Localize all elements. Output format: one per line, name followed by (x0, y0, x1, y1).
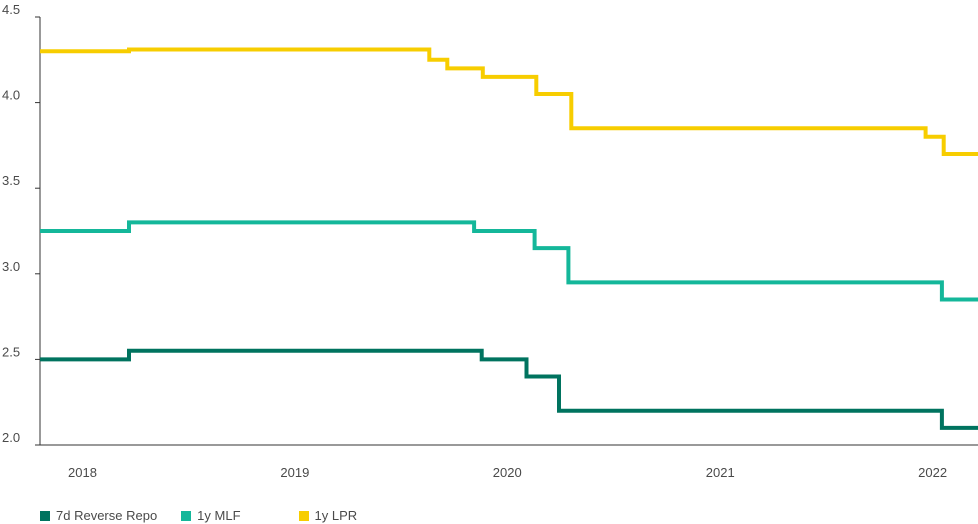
y-tick-label: 2.5 (2, 344, 20, 359)
y-tick-label: 2.0 (2, 430, 20, 445)
legend-swatch-7d-reverse-repo (40, 510, 50, 521)
y-axis: 2.0 2.5 3.0 3.5 4.0 4.5 (2, 2, 41, 446)
legend-item-1y-mlf: 1y MLF (181, 508, 241, 523)
legend-swatch-1y-lpr (298, 510, 309, 521)
x-tick-label: 2020 (493, 465, 522, 480)
legend-label-1y-mlf: 1y MLF (197, 508, 241, 523)
y-tick-label: 4.5 (2, 2, 20, 17)
series-layer (40, 47, 978, 430)
legend: 7d Reverse Repo 1y MLF 1y LPR (40, 508, 381, 523)
x-tick-label: 2021 (706, 465, 735, 480)
y-tick-label: 3.5 (2, 173, 20, 188)
series-line-1y-lpr (40, 47, 978, 156)
x-tick-label: 2019 (280, 465, 309, 480)
x-tick-label: 2018 (68, 465, 97, 480)
x-tick-label: 2022 (918, 465, 947, 480)
legend-item-1y-lpr: 1y LPR (298, 508, 358, 523)
legend-item-7d-reverse-repo: 7d Reverse Repo (40, 508, 157, 523)
y-tick-label: 4.0 (2, 88, 20, 103)
chart-area: 2.0 2.5 3.0 3.5 4.0 4.5 2018 2019 2020 2021 2022 (2, 2, 978, 480)
legend-label-7d-reverse-repo: 7d Reverse Repo (56, 508, 158, 523)
x-axis: 2018 2019 2020 2021 2022 (40, 444, 978, 480)
legend-label-1y-lpr: 1y LPR (314, 508, 358, 523)
series-line-1y-mlf (40, 220, 978, 302)
y-tick-label: 3.0 (2, 259, 20, 274)
series-line-7d-reverse-repo (40, 348, 978, 430)
legend-swatch-1y-mlf (181, 510, 192, 521)
